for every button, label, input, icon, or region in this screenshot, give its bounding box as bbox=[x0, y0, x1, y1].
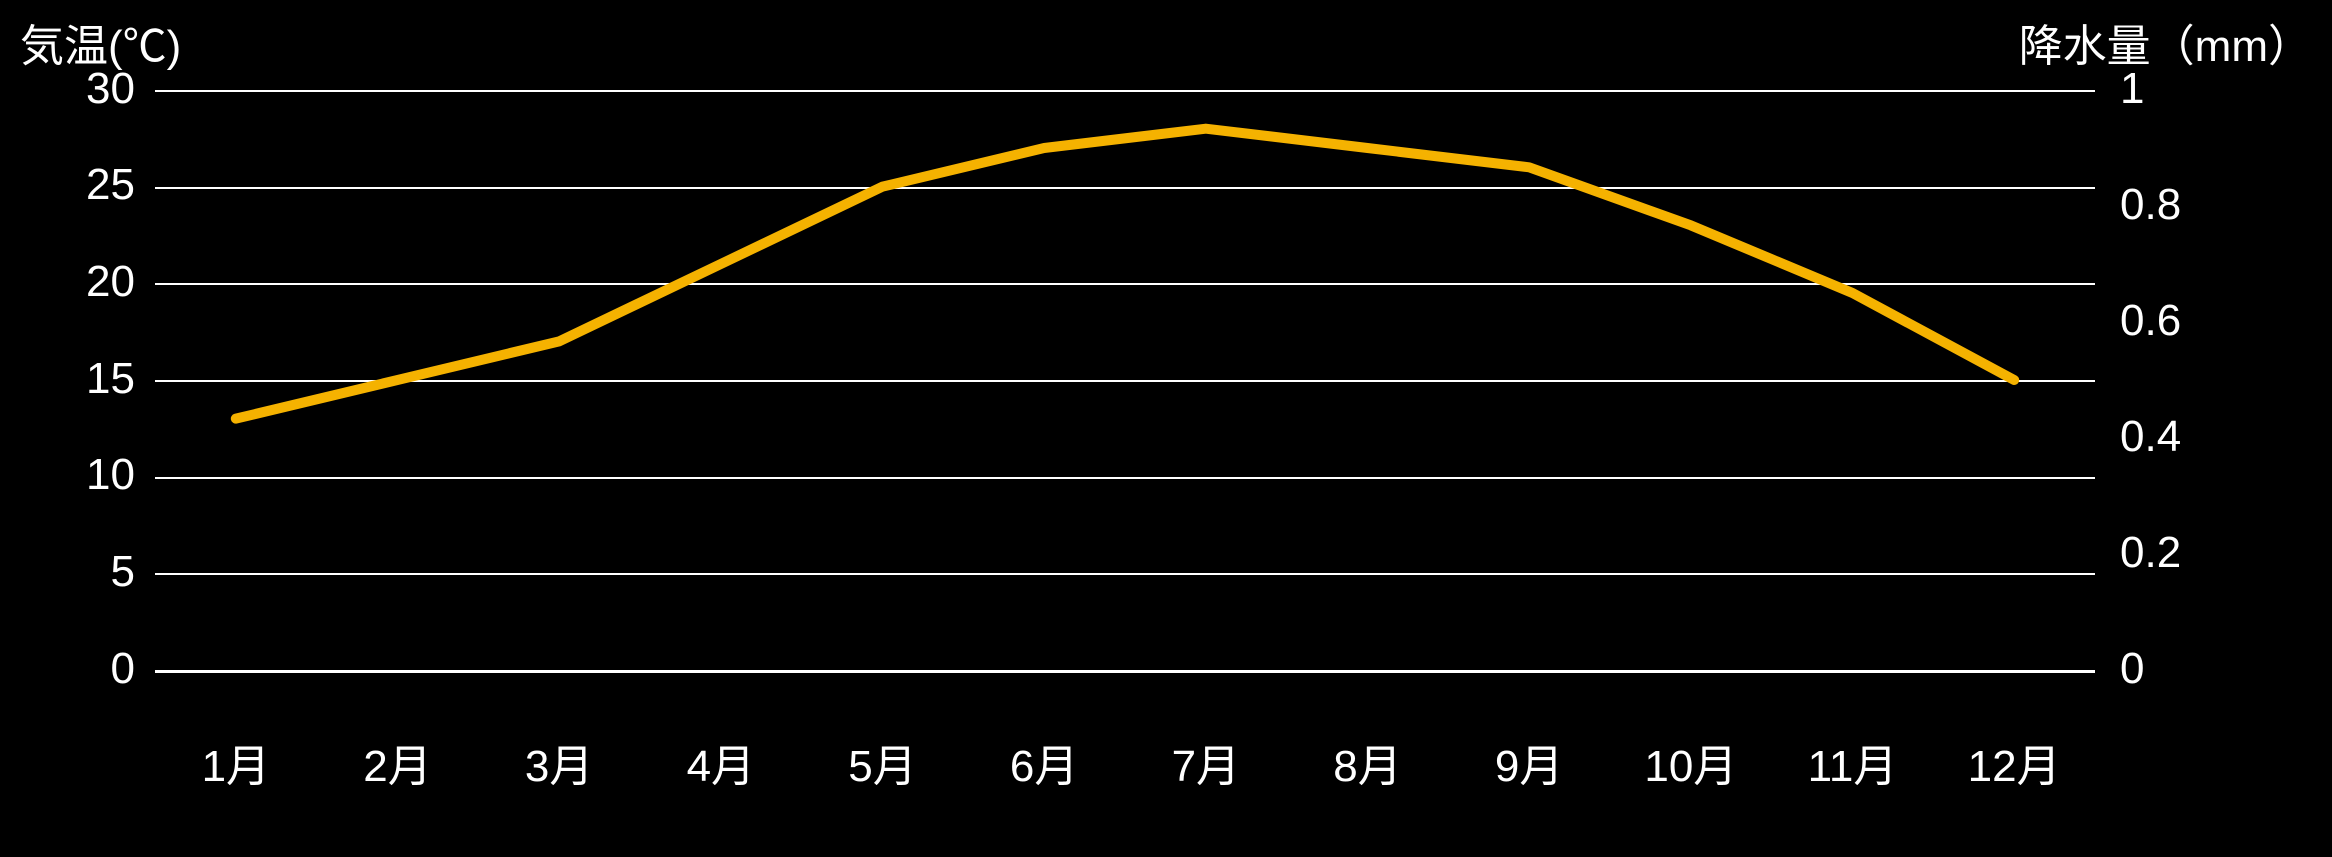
climate-chart: 気温(℃) 降水量（mm） 05101520253000.20.40.60.81… bbox=[0, 0, 2332, 857]
x-tick-label: 3月 bbox=[525, 730, 593, 794]
y-left-tick-label: 5 bbox=[0, 547, 135, 597]
y-right-tick-label: 0 bbox=[2120, 644, 2144, 694]
plot-area bbox=[155, 90, 2095, 670]
y-left-tick-label: 25 bbox=[0, 160, 135, 210]
y-right-tick-label: 0.8 bbox=[2120, 180, 2181, 230]
x-tick-label: 7月 bbox=[1172, 730, 1240, 794]
x-tick-label: 6月 bbox=[1010, 730, 1078, 794]
x-tick-label: 9月 bbox=[1495, 730, 1563, 794]
y-left-tick-label: 15 bbox=[0, 354, 135, 404]
y-left-tick-label: 10 bbox=[0, 450, 135, 500]
y-right-tick-label: 1 bbox=[2120, 64, 2144, 114]
x-tick-label: 4月 bbox=[687, 730, 755, 794]
y-left-tick-label: 30 bbox=[0, 64, 135, 114]
gridline bbox=[155, 670, 2095, 673]
x-tick-label: 2月 bbox=[363, 730, 431, 794]
y-right-axis-title: 降水量（mm） bbox=[2019, 10, 2312, 74]
x-tick-label: 1月 bbox=[202, 730, 270, 794]
y-left-tick-label: 0 bbox=[0, 644, 135, 694]
y-left-tick-label: 20 bbox=[0, 257, 135, 307]
y-right-tick-label: 0.6 bbox=[2120, 296, 2181, 346]
x-tick-label: 8月 bbox=[1333, 730, 1401, 794]
x-tick-label: 11月 bbox=[1808, 730, 1898, 794]
x-tick-label: 5月 bbox=[848, 730, 916, 794]
line-layer bbox=[155, 90, 2095, 670]
series-temperature bbox=[236, 129, 2014, 419]
x-tick-label: 10月 bbox=[1644, 730, 1737, 794]
y-right-tick-label: 0.4 bbox=[2120, 412, 2181, 462]
y-right-tick-label: 0.2 bbox=[2120, 528, 2181, 578]
x-tick-label: 12月 bbox=[1968, 730, 2061, 794]
